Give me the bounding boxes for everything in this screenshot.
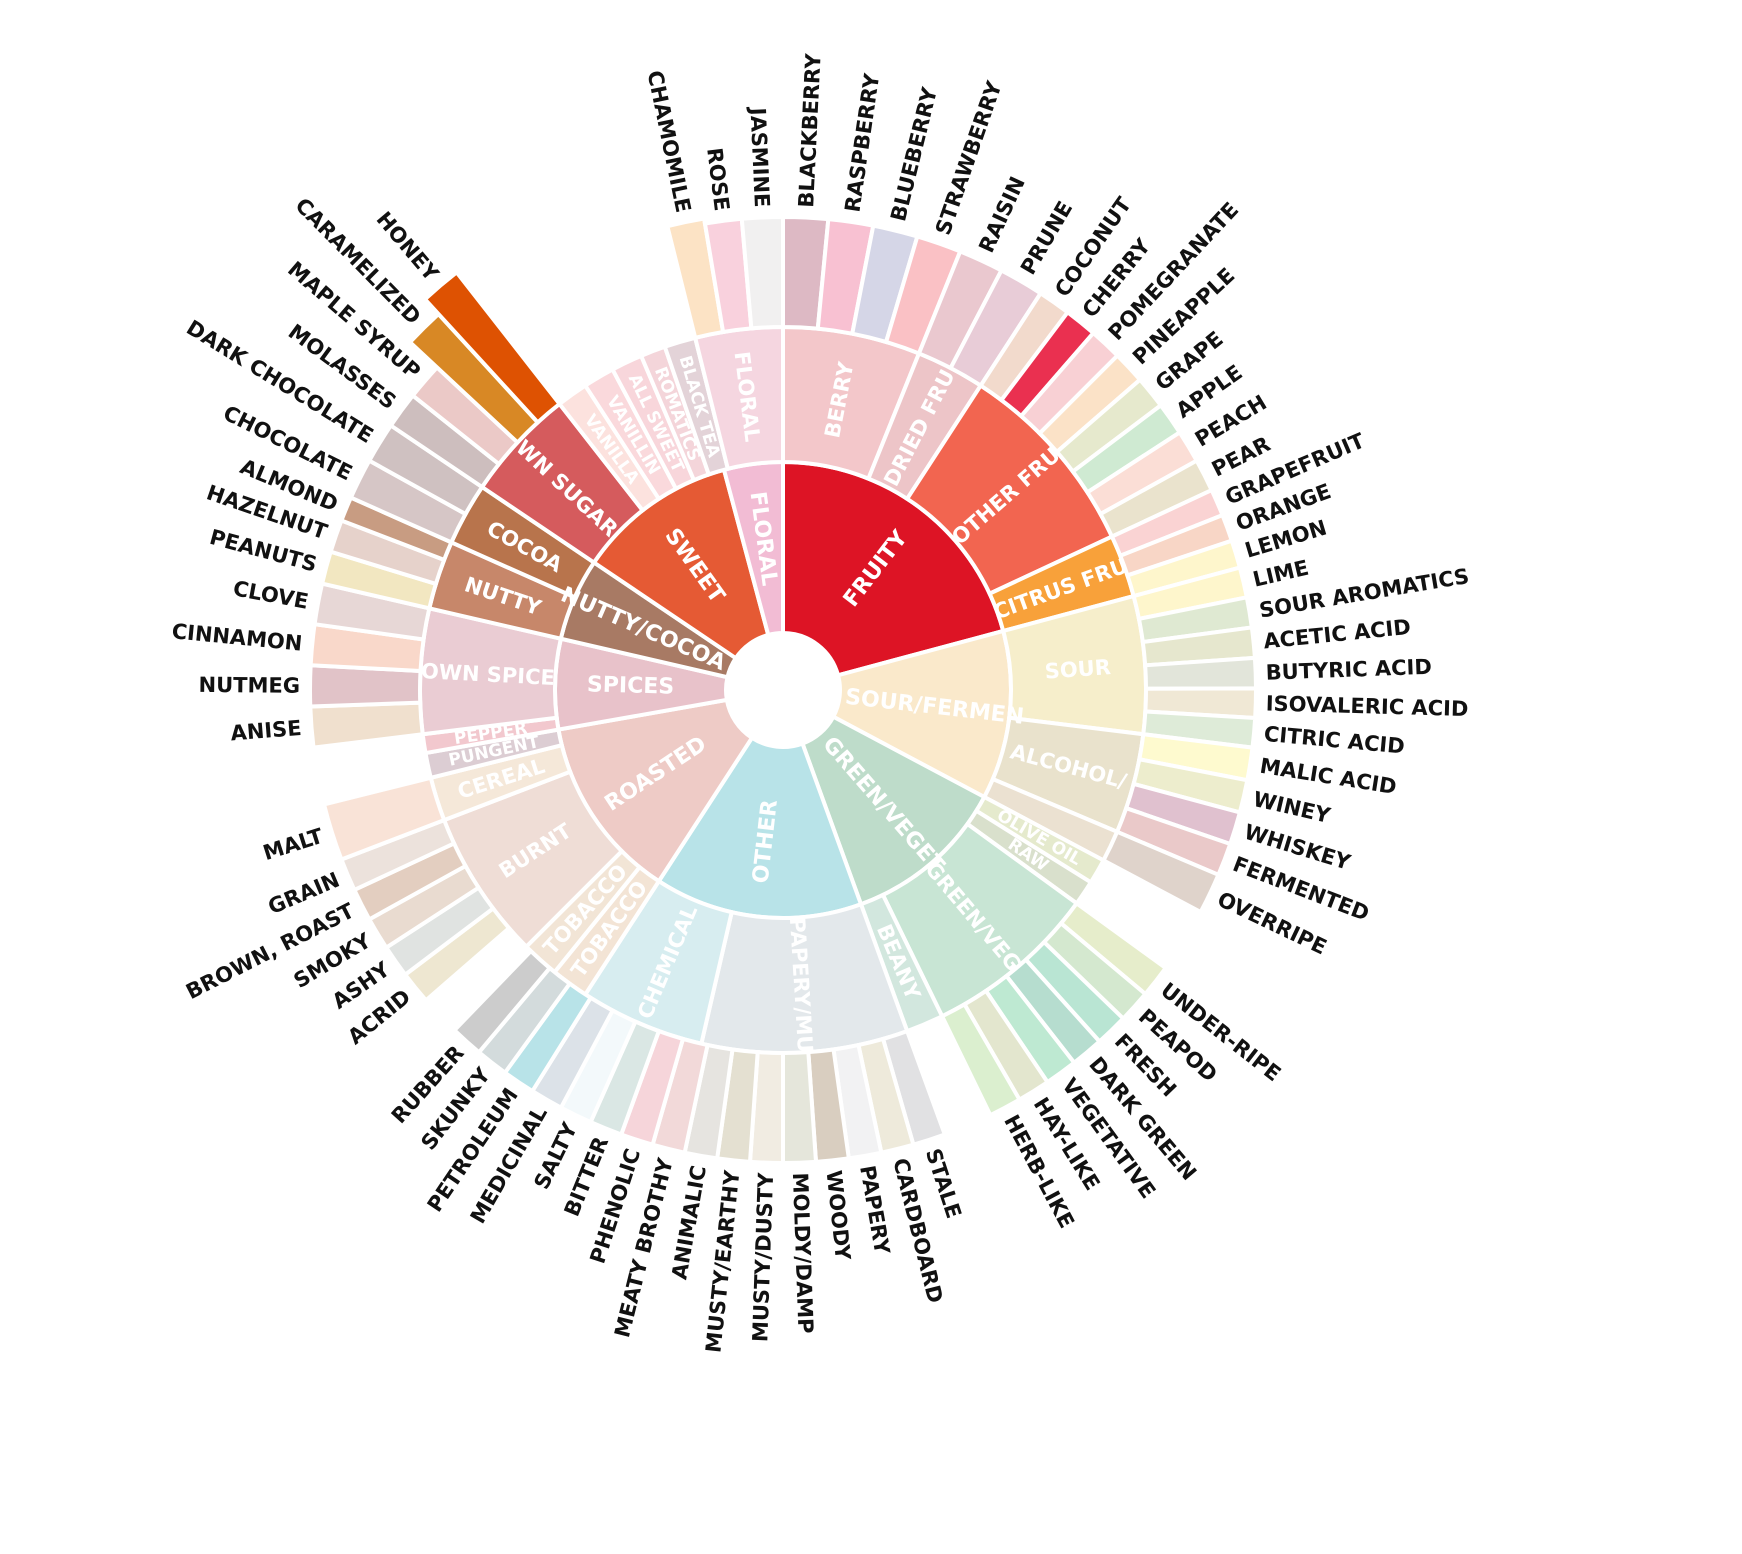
segment-herb-like[interactable] [939, 1001, 1023, 1118]
segment-jasmine[interactable] [739, 214, 785, 331]
leaf-label-musty-dusty: MUSTY/DUSTY [748, 1172, 778, 1343]
segment-label: SOUR [1044, 655, 1112, 684]
segment-rubber[interactable] [451, 948, 553, 1056]
leaf-label-raisin: RAISIN [974, 173, 1030, 256]
leaf-label-nutmeg: NUTMEG [198, 673, 300, 698]
segment-label: SPICES [587, 672, 675, 699]
segment-anise[interactable] [308, 700, 425, 750]
leaf-label-raspberry: RASPBERRY [840, 71, 884, 213]
leaf-label-anise: ANISE [230, 716, 303, 746]
leaf-label-woody: WOODY [822, 1169, 855, 1262]
segment-butyric-acid[interactable] [1143, 655, 1259, 691]
leaf-label-citric-acid: CITRIC ACID [1263, 722, 1406, 759]
leaf-label-rose: ROSE [702, 146, 734, 212]
leaf-label-lime: LIME [1251, 556, 1311, 592]
leaf-label-cinnamon: CINNAMON [171, 619, 304, 655]
leaf-label-blueberry: BLUEBERRY [886, 84, 942, 223]
leaf-label-animalic: ANIMALIC [667, 1164, 711, 1282]
ring-level-3 [308, 214, 1259, 1166]
leaf-label-clove: CLOVE [231, 576, 310, 613]
leaf-label-butyric-acid: BUTYRIC ACID [1265, 655, 1432, 685]
ring-level-2 [418, 324, 1148, 1055]
leaf-label-jasmine: JASMINE [746, 105, 774, 208]
leaf-label-chamomile: CHAMOMILE [642, 68, 695, 214]
leaf-label-stale: STALE [921, 1146, 966, 1222]
leaf-label-winey: WINEY [1251, 787, 1333, 828]
segment-malt[interactable] [321, 775, 447, 863]
leaf-label-blackberry: BLACKBERRY [794, 52, 825, 208]
center-hole [726, 633, 840, 747]
segment-moldy-damp[interactable] [781, 1049, 819, 1166]
leaf-label-malt: MALT [260, 824, 326, 866]
leaf-label-acetic-acid: ACETIC ACID [1262, 615, 1411, 654]
leaf-label-moldy-damp: MOLDY/DAMP [788, 1172, 818, 1334]
segment-overripe[interactable] [1100, 829, 1222, 915]
leaf-label-papery: PAPERY [855, 1164, 894, 1257]
segment-honey[interactable] [422, 269, 563, 426]
leaf-label-musty-earthy: MUSTY/EARTHY [701, 1168, 744, 1354]
leaf-label-isovaleric-acid: ISOVALERIC ACID [1265, 691, 1468, 721]
